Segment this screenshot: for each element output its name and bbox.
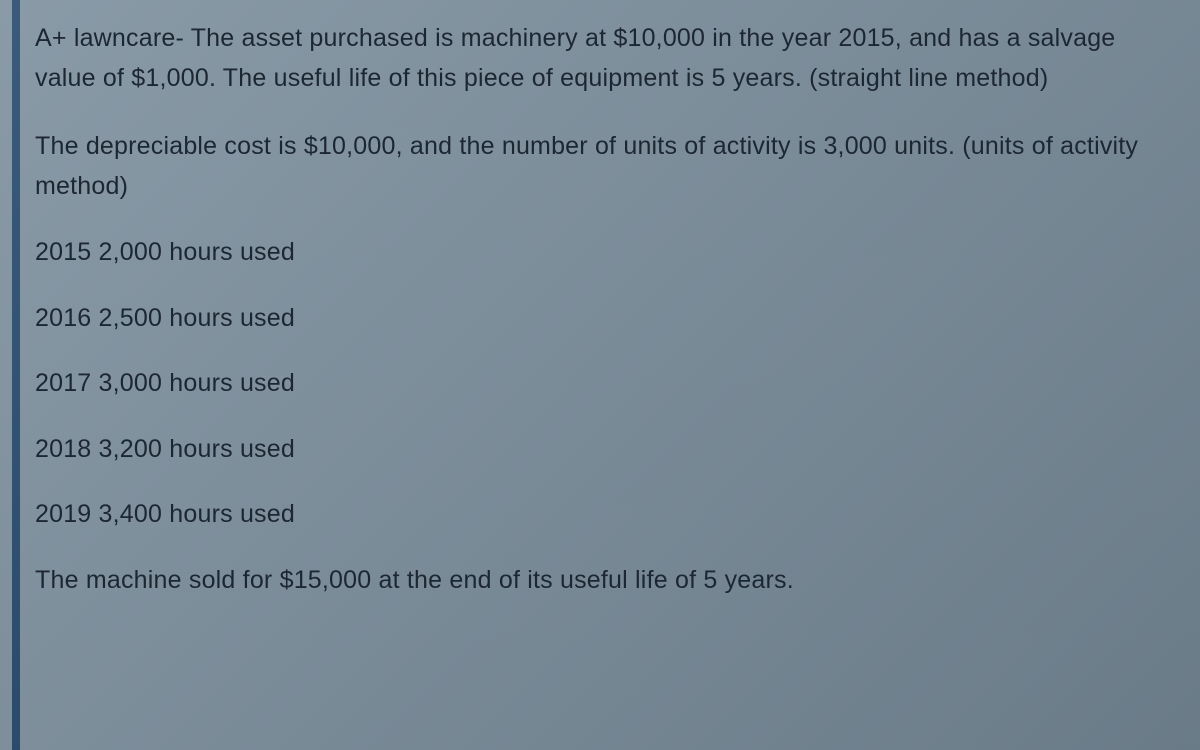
usage-line-2019: 2019 3,400 hours used [35,496,1180,534]
usage-line-2017: 2017 3,000 hours used [35,365,1180,403]
usage-line-2016: 2016 2,500 hours used [35,300,1180,338]
usage-line-2015: 2015 2,000 hours used [35,234,1180,272]
document-content: A+ lawncare- The asset purchased is mach… [0,0,1200,617]
usage-line-2018: 2018 3,200 hours used [35,431,1180,469]
paragraph-intro: A+ lawncare- The asset purchased is mach… [35,18,1180,98]
final-sale-line: The machine sold for $15,000 at the end … [35,562,1180,600]
paragraph-method: The depreciable cost is $10,000, and the… [35,126,1180,206]
